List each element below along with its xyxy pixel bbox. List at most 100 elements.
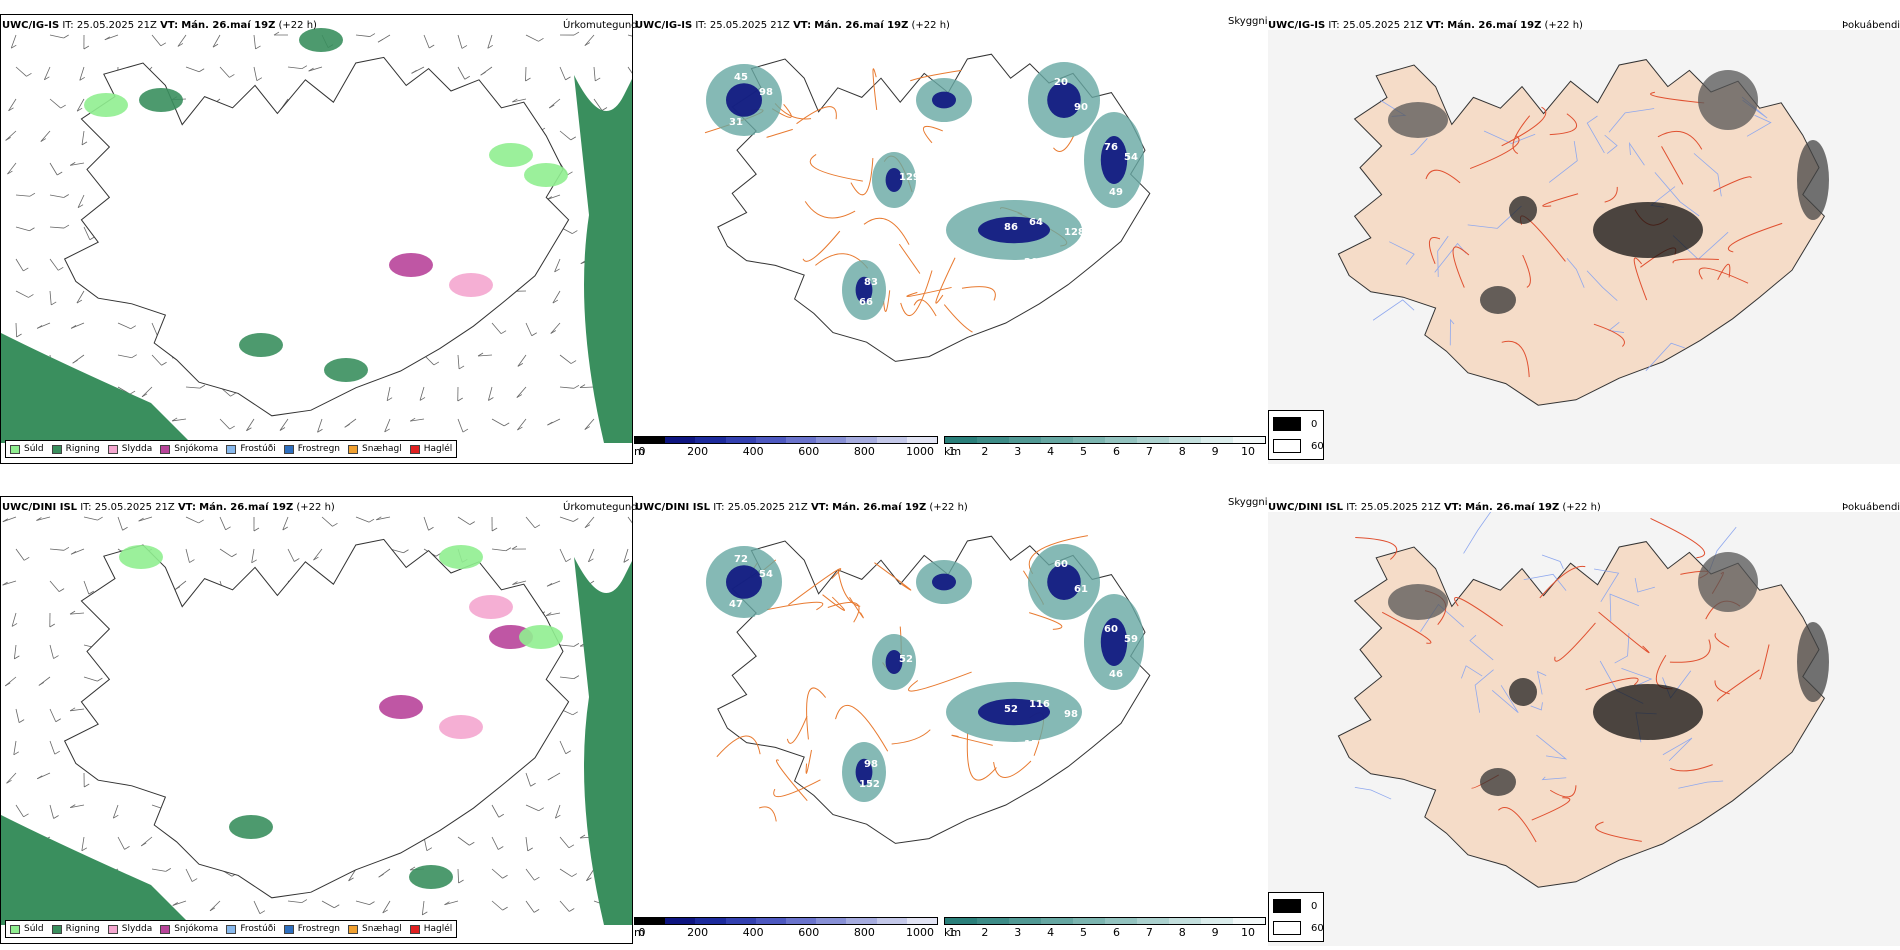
precip-map-top (1, 15, 633, 464)
colorbar-tick: 10 (1241, 445, 1255, 458)
ceiling-label: 46 (1109, 669, 1123, 680)
ceiling-label: 72 (734, 554, 748, 565)
ceiling-label: 52 (1004, 704, 1018, 715)
row1-header-precip: UWC/IG-IS IT: 25.05.2025 21Z VT: Mán. 26… (2, 20, 317, 31)
legend-swatch (52, 925, 62, 934)
ceiling-label: 109 (884, 327, 905, 338)
legend-label: Snæhagl (362, 444, 402, 454)
ceiling-label: 152 (859, 779, 880, 790)
ceiling-label: 83 (864, 277, 878, 288)
precip-panel-top: Súld Rigning Slydda Snjókoma Frostúði Frostre… (0, 14, 633, 464)
legend-swatch (10, 445, 20, 454)
colorbar-tick: 9 (1212, 926, 1219, 939)
ceiling-label: 60 (1104, 624, 1118, 635)
ceiling-label: 52 (899, 654, 913, 665)
fog-legend-swatch (1273, 899, 1301, 913)
legend-swatch (348, 925, 358, 934)
fog-legend-bottom: 0 60 (1268, 892, 1324, 942)
precip-legend-top: Súld Rigning Slydda Snjókoma Frostúði Frostre… (5, 440, 457, 458)
visibility-title-top: Skyggni (1228, 16, 1268, 27)
legend-item: Frostúði (226, 444, 275, 454)
legend-item: Snjókoma (160, 444, 218, 454)
ceiling-label: 76 (1104, 142, 1118, 153)
legend-item: Frostúði (226, 924, 275, 934)
row1-header-visibility: UWC/IG-IS IT: 25.05.2025 21Z VT: Mán. 26… (635, 20, 950, 31)
precip-panel-bottom: Súld Rigning Slydda Snjókoma Frostúði Frostre… (0, 496, 633, 944)
colorbar-tick: 4 (1047, 926, 1054, 939)
colorbar-tick: 400 (743, 926, 764, 939)
ceiling-label: 209 (1024, 257, 1045, 268)
ceiling-label: 64 (1029, 217, 1043, 228)
fog-legend-label: 0 (1311, 901, 1317, 912)
legend-swatch (284, 445, 294, 454)
ceiling-label: 35 (964, 122, 978, 133)
colorbar-tick: 0 (639, 445, 646, 458)
ceiling-label: 49 (1109, 187, 1123, 198)
ceiling-label: 54 (1124, 152, 1138, 163)
fog-legend-item: 60 (1273, 921, 1324, 935)
ceiling-label: 57 (754, 132, 768, 143)
visibility-panel-bottom: 72 54 47 108 60 61 83 60 59 46 52 52 116 98 151 98 152 39 (634, 512, 1234, 922)
legend-label: Snjókoma (174, 444, 218, 454)
precip-title-top: Úrkomutegund (563, 20, 638, 31)
ceiling-colorbar-bottom: m 0 200 400 600 800 1000 (634, 917, 938, 943)
legend-item: Snæhagl (348, 924, 402, 934)
fog-legend-top: 0 60 (1268, 410, 1324, 460)
legend-swatch (348, 445, 358, 454)
colorbar-tick: 1 (949, 926, 956, 939)
legend-label: Rigning (66, 924, 100, 934)
colorbar-tick: 7 (1146, 926, 1153, 939)
legend-swatch (160, 925, 170, 934)
legend-item: Rigning (52, 444, 100, 454)
legend-item: Rigning (52, 924, 100, 934)
ceiling-label: 128 (1064, 227, 1085, 238)
legend-label: Frostregn (298, 924, 340, 934)
legend-swatch (226, 445, 236, 454)
colorbar-tick: 5 (1080, 926, 1087, 939)
ceiling-label: 59 (1124, 634, 1138, 645)
colorbar-tick: 2 (981, 926, 988, 939)
colorbar-tick: 6 (1113, 926, 1120, 939)
visibility-map-bottom: 7254471086061836059465252 116981519815239 (634, 512, 1234, 922)
row2-header-visibility: UWC/DINI ISL IT: 25.05.2025 21Z VT: Mán.… (635, 502, 968, 513)
row2-header-precip: UWC/DINI ISL IT: 25.05.2025 21Z VT: Mán.… (2, 502, 335, 513)
fog-legend-swatch (1273, 439, 1301, 453)
legend-swatch (284, 925, 294, 934)
row1-header-fog: UWC/IG-IS IT: 25.05.2025 21Z VT: Mán. 26… (1268, 20, 1583, 31)
legend-item: Frostregn (284, 444, 340, 454)
ceiling-label: 98 (864, 759, 878, 770)
colorbar-tick: 9 (1212, 445, 1219, 458)
ceiling-label: 61 (1074, 584, 1088, 595)
precip-map-bottom (1, 497, 633, 944)
ceiling-label: 83 (964, 604, 978, 615)
legend-label: Frostregn (298, 444, 340, 454)
vis-colorbar-bottom: km 1 2 3 4 5 6 7 8 9 10 (944, 917, 1266, 943)
legend-item: Snæhagl (348, 444, 402, 454)
ceiling-colorbar-top: m 0 200 400 600 800 1000 (634, 436, 938, 462)
fog-map-top (1268, 30, 1900, 464)
legend-item: Snjókoma (160, 924, 218, 934)
legend-item: Súld (10, 924, 44, 934)
ceiling-label: 39 (849, 804, 863, 815)
colorbar-tick: 1000 (906, 445, 934, 458)
ceiling-label: 47 (729, 599, 743, 610)
legend-label: Súld (24, 924, 44, 934)
vis-colorbar-top: km 1 2 3 4 5 6 7 8 9 10 (944, 436, 1266, 462)
colorbar-tick: 1000 (906, 926, 934, 939)
legend-item: Haglél (410, 924, 453, 934)
legend-swatch (410, 925, 420, 934)
colorbar-tick: 3 (1014, 926, 1021, 939)
ceiling-label: 12 (849, 322, 863, 333)
fog-legend-item: 0 (1273, 899, 1317, 913)
legend-swatch (108, 445, 118, 454)
colorbar-tick: 8 (1179, 445, 1186, 458)
colorbar-tick: 800 (854, 445, 875, 458)
colorbar-tick: 200 (687, 926, 708, 939)
legend-label: Snæhagl (362, 924, 402, 934)
fog-title-top: Þokuábendi (1842, 20, 1900, 31)
fog-map-bottom (1268, 512, 1900, 946)
colorbar (634, 436, 938, 444)
fog-legend-item: 0 (1273, 417, 1317, 431)
visibility-panel-top: 45 98 31 57 20 90 35 76 54 49 129 86 64 128 209 83 66 12 1… (634, 30, 1234, 440)
fog-legend-swatch (1273, 417, 1301, 431)
